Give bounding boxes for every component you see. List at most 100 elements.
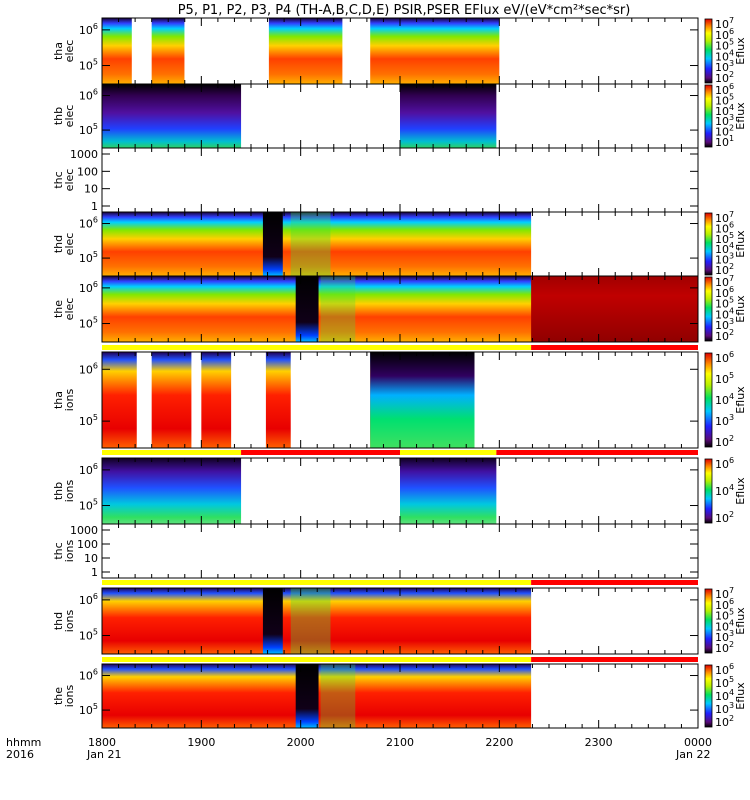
data-interval [151, 352, 192, 448]
y-tick-label: 105 [79, 250, 98, 265]
data-interval [268, 18, 343, 84]
y-tick-label: 1000 [70, 524, 98, 537]
colorbar-label: Eflux [734, 37, 747, 65]
mode-bar-segment [531, 657, 698, 662]
y-axis-label: elec [63, 105, 76, 128]
y-tick-label: 100 [77, 165, 98, 178]
y-axis-label: ions [63, 539, 76, 562]
colorbar-tick-label: 101 [715, 134, 734, 149]
data-interval [370, 18, 500, 84]
y-axis-label: the [52, 300, 65, 318]
data-interval [102, 352, 137, 448]
x-tick-label: 1800 [88, 736, 116, 749]
panel-frame [101, 523, 699, 579]
y-axis-label: thd [52, 612, 65, 630]
y-axis-label: ions [63, 388, 76, 411]
x-tick-label: 0000 [684, 736, 712, 749]
mode-bar-segment [241, 450, 400, 455]
colorbar [704, 276, 713, 342]
y-tick-label: 105 [79, 702, 98, 717]
colorbar-tick-label: 103 [715, 113, 734, 128]
y-tick-label: 105 [79, 413, 98, 428]
colorbar-tick-label: 105 [715, 92, 734, 107]
colorbar-tick-label: 102 [715, 328, 734, 343]
y-tick-label: 106 [79, 280, 98, 295]
mode-bar-segment [102, 580, 532, 585]
colorbar-tick-label: 103 [715, 701, 734, 716]
green-patch [320, 276, 356, 342]
data-interval [102, 84, 242, 148]
plasmasphere-gap [295, 664, 319, 728]
colorbar-tick-label: 106 [715, 82, 734, 97]
y-axis-label: ions [63, 479, 76, 502]
colorbar-tick-label: 104 [715, 48, 734, 63]
colorbar-tick-label: 106 [715, 285, 734, 300]
green-patch [320, 664, 356, 728]
green-patch [370, 352, 475, 448]
colorbar-tick-label: 102 [715, 640, 734, 655]
colorbar-label: Eflux [734, 477, 747, 505]
y-tick-label: 106 [79, 88, 98, 103]
colorbar-tick-label: 106 [715, 350, 734, 365]
colorbar-tick-label: 107 [715, 586, 734, 601]
colorbar-tick-label: 104 [715, 241, 734, 256]
y-axis-label: elec [63, 40, 76, 63]
x-tick-label: 2000 [287, 736, 315, 749]
y-axis-label: thc [52, 542, 65, 559]
plasmasphere-gap [262, 212, 283, 276]
y-tick-label: 105 [79, 122, 98, 137]
colorbar-tick-label: 104 [715, 306, 734, 321]
y-tick-label: 106 [79, 361, 98, 376]
y-tick-label: 105 [79, 628, 98, 643]
colorbar-label: Eflux [734, 607, 747, 635]
x-tick-label: 1900 [187, 736, 215, 749]
y-axis-label: thb [52, 107, 65, 125]
colorbar-tick-label: 102 [715, 124, 734, 139]
y-tick-label: 1 [91, 200, 98, 213]
mode-bar-segment [496, 450, 698, 455]
y-tick-label: 106 [79, 22, 98, 37]
x-tick-label: 2200 [485, 736, 513, 749]
x-tick-label: 2100 [386, 736, 414, 749]
plasmasphere-gap [295, 276, 319, 342]
colorbar-tick-label: 104 [715, 483, 734, 498]
mode-bar-segment [531, 580, 698, 585]
panels-layer: thaelec106105107106105104103102Efluxthbe… [52, 16, 747, 729]
y-axis-label: tha [52, 42, 65, 60]
colorbar-tick-label: 103 [715, 59, 734, 74]
colorbar-tick-label: 107 [715, 16, 734, 31]
y-tick-label: 1 [91, 566, 98, 579]
mode-bar [102, 450, 698, 455]
colorbar-label: Eflux [734, 295, 747, 323]
y-axis-label: elec [63, 169, 76, 192]
y-tick-label: 105 [79, 498, 98, 513]
colorbar-tick-label: 107 [715, 210, 734, 225]
colorbar [704, 588, 713, 654]
data-interval [102, 212, 532, 276]
y-tick-label: 1000 [70, 148, 98, 161]
mode-bar-segment [400, 450, 497, 455]
colorbar-tick-label: 104 [715, 392, 734, 407]
data-interval [151, 18, 185, 84]
y-tick-label: 106 [79, 592, 98, 607]
green-patch [290, 212, 331, 276]
late-red-block [531, 276, 698, 342]
colorbar-tick-label: 102 [715, 434, 734, 449]
colorbar-tick-label: 104 [715, 618, 734, 633]
y-axis-label: elec [63, 298, 76, 321]
colorbar-tick-label: 103 [715, 413, 734, 428]
mode-bar [102, 345, 698, 350]
y-tick-label: 10 [84, 552, 98, 565]
y-axis-label: elec [63, 233, 76, 256]
time-label-hhmm: hhmm [6, 736, 41, 749]
colorbar-tick-label: 106 [715, 597, 734, 612]
colorbar-tick-label: 107 [715, 274, 734, 289]
start-date-label: Jan 21 [86, 748, 121, 761]
colorbar-tick-label: 103 [715, 629, 734, 644]
y-axis-label: thb [52, 482, 65, 500]
